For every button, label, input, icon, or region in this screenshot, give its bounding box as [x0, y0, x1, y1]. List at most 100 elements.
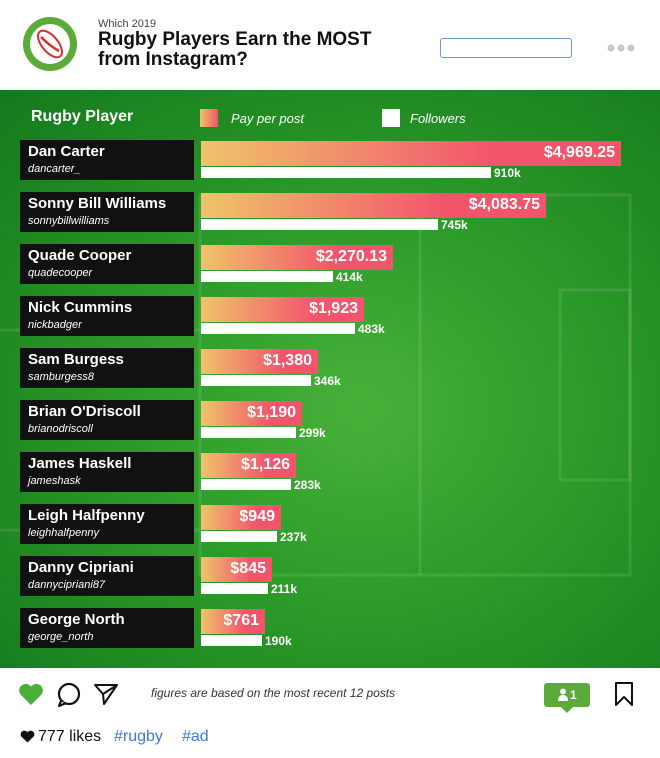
pay-value-label: $1,190 [247, 404, 296, 421]
player-handle: dannycipriani87 [28, 579, 106, 591]
player-row: Quade Cooper quadecooper $2,270.13 414k [0, 244, 660, 284]
player-name-box: Dan Carter dancarter_ [20, 140, 194, 180]
player-name-box: Quade Cooper quadecooper [20, 244, 194, 284]
pay-bar: $1,380 [201, 349, 318, 374]
footnote: figures are based on the most recent 12 … [151, 686, 396, 700]
player-name-box: Danny Cipriani dannycipriani87 [20, 556, 194, 596]
player-name: Dan Carter [28, 143, 105, 160]
chart-area: Rugby Player Pay per post Followers Dan … [0, 90, 660, 668]
followers-bar [201, 531, 277, 542]
legend-label-followers: Followers [410, 111, 466, 126]
player-row: Dan Carter dancarter_ $4,969.25 910k [0, 140, 660, 180]
hashtag-ad[interactable]: #ad [182, 728, 209, 745]
followers-bar [201, 635, 262, 646]
followers-bar [201, 271, 333, 282]
pay-value-label: $845 [230, 560, 266, 577]
player-name-box: Sam Burgess samburgess8 [20, 348, 194, 388]
player-row: Sam Burgess samburgess8 $1,380 346k [0, 348, 660, 388]
pay-value-label: $2,270.13 [315, 248, 387, 265]
player-name: George North [28, 611, 125, 628]
player-name-box: Sonny Bill Williams sonnybillwilliams [20, 192, 194, 232]
player-row: James Haskell jameshask $1,126 283k [0, 452, 660, 492]
pay-bar: $1,126 [201, 453, 296, 478]
pay-bar: $1,923 [201, 297, 364, 322]
player-row: Brian O'Driscoll brianodriscoll $1,190 299k [0, 400, 660, 440]
followers-value-label: 283k [294, 478, 321, 492]
followers-value-label: 299k [299, 426, 326, 440]
legend-column-title: Rugby Player [31, 108, 134, 125]
followers-value-label: 211k [271, 582, 298, 596]
rugby-ball-logo-icon [23, 17, 77, 71]
follower-notification-badge[interactable]: 1 [544, 683, 590, 713]
followers-bar [201, 479, 291, 490]
pay-value-label: $949 [239, 508, 275, 525]
followers-bar [201, 219, 438, 230]
player-handle: samburgess8 [28, 371, 95, 383]
followers-bar [201, 427, 296, 438]
badge-count: 1 [570, 688, 577, 702]
pay-bar: $845 [201, 557, 272, 582]
followers-value-label: 414k [336, 270, 363, 284]
player-name: Leigh Halfpenny [28, 507, 145, 524]
player-name: Sonny Bill Williams [28, 195, 167, 212]
legend-swatch-followers [382, 109, 400, 127]
player-handle: sonnybillwilliams [28, 215, 110, 227]
player-handle: george_north [28, 631, 94, 643]
followers-value-label: 346k [314, 374, 341, 388]
player-name-box: James Haskell jameshask [20, 452, 194, 492]
hashtag-rugby[interactable]: #rugby [114, 728, 163, 745]
pay-bar: $761 [201, 609, 265, 634]
pay-bar: $2,270.13 [201, 245, 393, 270]
title-line-2: from Instagram? [98, 49, 248, 70]
player-row: Nick Cummins nickbadger $1,923 483k [0, 296, 660, 336]
pay-value-label: $4,969.25 [543, 144, 615, 161]
pay-value-label: $4,083.75 [468, 196, 540, 213]
post-header: Which 2019 Rugby Players Earn the MOST f… [0, 0, 660, 90]
player-name-box: George North george_north [20, 608, 194, 648]
player-handle: nickbadger [28, 319, 82, 331]
followers-value-label: 745k [441, 218, 468, 232]
player-handle: dancarter_ [28, 163, 81, 175]
pay-value-label: $1,126 [241, 456, 290, 473]
pay-bar: $1,190 [201, 401, 302, 426]
player-row: Leigh Halfpenny leighhalfpenny $949 237k [0, 504, 660, 544]
followers-value-label: 237k [280, 530, 307, 544]
player-handle: jameshask [28, 475, 81, 487]
pay-value-label: $1,923 [309, 300, 358, 317]
likes-heart-icon [20, 730, 35, 743]
player-name: Brian O'Driscoll [28, 403, 141, 420]
player-name-box: Brian O'Driscoll brianodriscoll [20, 400, 194, 440]
followers-value-label: 910k [494, 166, 521, 180]
supertitle: Which 2019 [98, 18, 157, 30]
player-name: James Haskell [28, 455, 132, 472]
player-name: Quade Cooper [28, 247, 132, 264]
player-name-box: Leigh Halfpenny leighhalfpenny [20, 504, 194, 544]
followers-bar [201, 375, 311, 386]
share-icon[interactable] [93, 682, 119, 706]
player-row: Danny Cipriani dannycipriani87 $845 211k [0, 556, 660, 596]
player-name-box: Nick Cummins nickbadger [20, 296, 194, 336]
bookmark-icon[interactable] [614, 682, 634, 706]
pay-bar: $4,083.75 [201, 193, 546, 218]
title-line-1: Rugby Players Earn the MOST [98, 29, 372, 50]
followers-bar [201, 583, 268, 594]
legend-label-pay: Pay per post [231, 111, 304, 126]
player-name: Danny Cipriani [28, 559, 134, 576]
pay-bar: $4,969.25 [201, 141, 621, 166]
player-row: George North george_north $761 190k [0, 608, 660, 648]
followers-value-label: 483k [358, 322, 385, 336]
pay-bar: $949 [201, 505, 281, 530]
heart-icon[interactable] [18, 682, 44, 706]
search-input[interactable] [440, 38, 572, 58]
player-name: Nick Cummins [28, 299, 133, 316]
player-handle: brianodriscoll [28, 423, 93, 435]
player-row: Sonny Bill Williams sonnybillwilliams $4,0… [0, 192, 660, 232]
comment-icon[interactable] [56, 682, 82, 708]
likes-count: 777 likes [38, 728, 102, 745]
followers-bar [201, 323, 355, 334]
pay-value-label: $761 [223, 612, 259, 629]
legend-swatch-pay [200, 109, 218, 127]
pay-value-label: $1,380 [263, 352, 312, 369]
post-footer: figures are based on the most recent 12 … [0, 668, 660, 758]
more-icon[interactable] [606, 38, 636, 58]
